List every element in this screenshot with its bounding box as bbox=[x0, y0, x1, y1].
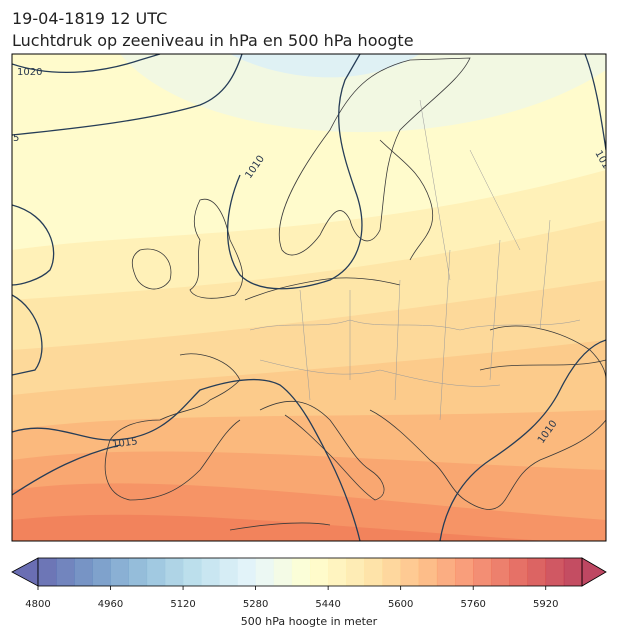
colorbar-band bbox=[455, 558, 474, 586]
colorbar-band bbox=[128, 558, 148, 586]
colorbar-band bbox=[92, 558, 111, 586]
colorbar-band bbox=[201, 558, 220, 586]
colorbar-band bbox=[346, 558, 365, 586]
colorbar-tick-label: 4800 bbox=[25, 599, 50, 610]
colorbar-band bbox=[110, 558, 129, 586]
colorbar-tick-label: 5760 bbox=[460, 599, 485, 610]
contour-label: 1015 bbox=[112, 436, 139, 450]
isobar bbox=[12, 54, 161, 73]
colorbar: 4800 4960 5120 5280 5440 5600 5760 5920 bbox=[11, 557, 607, 610]
coast-iberia bbox=[104, 353, 241, 501]
colorbar-frame bbox=[37, 557, 583, 587]
coast-scandinavia bbox=[278, 57, 471, 256]
colorbar-tick-label: 5600 bbox=[388, 599, 413, 610]
colorbar-extend-low bbox=[11, 557, 39, 587]
colorbar-band bbox=[382, 558, 401, 586]
country-borders bbox=[249, 99, 581, 421]
isobar bbox=[12, 294, 43, 376]
colorbar-tick-label: 4960 bbox=[98, 599, 123, 610]
colorbar-tick-label: 5120 bbox=[170, 599, 195, 610]
height-band bbox=[120, 54, 606, 133]
colorbar-band bbox=[38, 558, 57, 586]
colorbar-band bbox=[436, 558, 456, 586]
coast-africa bbox=[229, 522, 331, 531]
colorbar-band bbox=[237, 558, 256, 586]
isobar bbox=[12, 54, 243, 136]
isobar bbox=[12, 204, 55, 286]
isobar bbox=[12, 444, 121, 496]
colorbar-band bbox=[219, 558, 238, 586]
colorbar-band bbox=[74, 558, 93, 586]
colorbar-band bbox=[527, 558, 547, 586]
contour-label: 1020 bbox=[17, 67, 42, 78]
colorbar-band bbox=[164, 558, 184, 586]
colorbar-tick-label: 5920 bbox=[533, 599, 558, 610]
colorbar-band bbox=[563, 558, 583, 586]
isobar bbox=[226, 54, 363, 290]
colorbar-band bbox=[328, 558, 347, 586]
colorbar-label: 500 hPa hoogte in meter bbox=[241, 615, 378, 628]
colorbar-band bbox=[400, 558, 420, 586]
colorbar-tick-label: 5280 bbox=[243, 599, 268, 610]
colorbar-band bbox=[310, 558, 329, 586]
colorbar-band bbox=[418, 558, 438, 586]
colorbar-band bbox=[291, 558, 311, 586]
colorbar-band bbox=[364, 558, 383, 586]
colorbar-band bbox=[255, 558, 275, 586]
coast-balkans bbox=[369, 409, 606, 510]
coast-ireland bbox=[131, 248, 172, 290]
coast-baltic bbox=[379, 139, 434, 261]
height-band bbox=[12, 514, 606, 541]
map-area: 1020 5 1010 1010 1015 101 bbox=[12, 54, 606, 541]
coast-italy bbox=[259, 400, 385, 501]
colorbar-band bbox=[509, 558, 528, 586]
colorbar-band bbox=[473, 558, 492, 586]
isobar bbox=[584, 54, 606, 151]
isobar bbox=[12, 378, 361, 541]
colorbar-band bbox=[545, 558, 565, 586]
title-time: 19-04-1819 12 UTC bbox=[12, 9, 167, 28]
colorbar-tick-label: 5440 bbox=[315, 599, 340, 610]
coast-black-sea bbox=[479, 325, 606, 381]
isobar bbox=[439, 339, 606, 541]
colorbar-band bbox=[491, 558, 510, 586]
height-band bbox=[230, 54, 420, 78]
colorbar-band bbox=[146, 558, 166, 586]
colorbar-band bbox=[183, 558, 202, 586]
colorbar-band bbox=[273, 558, 293, 586]
contour-label: 5 bbox=[13, 133, 19, 144]
coast-north-sea bbox=[244, 277, 401, 301]
title-main: Luchtdruk op zeeniveau in hPa en 500 hPa… bbox=[12, 31, 414, 50]
colorbar-extend-high bbox=[581, 557, 607, 587]
colorbar-band bbox=[56, 558, 75, 586]
coast-britain bbox=[189, 198, 243, 299]
map-frame bbox=[11, 53, 607, 542]
